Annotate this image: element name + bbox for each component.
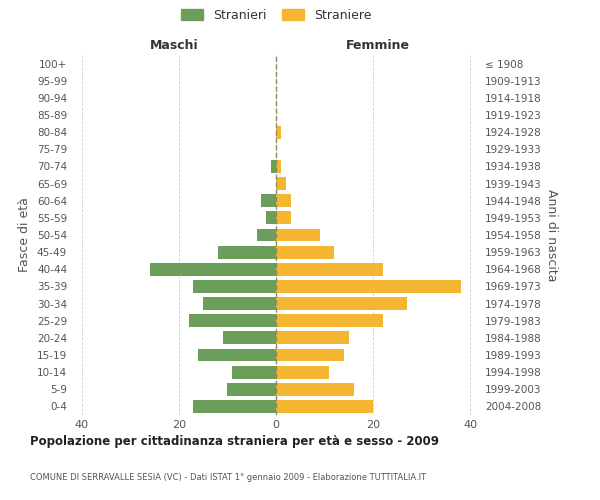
Bar [198,348,276,362]
Bar [203,297,276,310]
Bar [276,160,281,173]
Y-axis label: Anni di nascita: Anni di nascita [545,188,558,281]
Bar [188,314,276,327]
Bar [232,366,276,378]
Bar [223,332,276,344]
Bar [276,228,320,241]
Bar [276,383,354,396]
Bar [227,383,276,396]
Bar [276,314,383,327]
Bar [276,332,349,344]
Bar [150,263,276,276]
Bar [276,177,286,190]
Bar [276,348,344,362]
Text: Popolazione per cittadinanza straniera per età e sesso - 2009: Popolazione per cittadinanza straniera p… [30,435,439,448]
Bar [193,400,276,413]
Bar [276,194,290,207]
Bar [193,280,276,293]
Bar [271,160,276,173]
Bar [276,212,290,224]
Bar [262,194,276,207]
Bar [276,246,334,258]
Y-axis label: Fasce di età: Fasce di età [19,198,31,272]
Bar [266,212,276,224]
Text: COMUNE DI SERRAVALLE SESIA (VC) - Dati ISTAT 1° gennaio 2009 - Elaborazione TUTT: COMUNE DI SERRAVALLE SESIA (VC) - Dati I… [30,472,426,482]
Bar [276,366,329,378]
Text: Femmine: Femmine [346,38,410,52]
Bar [276,263,383,276]
Legend: Stranieri, Straniere: Stranieri, Straniere [181,8,371,22]
Bar [257,228,276,241]
Bar [276,126,281,138]
Bar [276,297,407,310]
Bar [276,400,373,413]
Text: Maschi: Maschi [149,38,199,52]
Bar [276,280,461,293]
Bar [218,246,276,258]
